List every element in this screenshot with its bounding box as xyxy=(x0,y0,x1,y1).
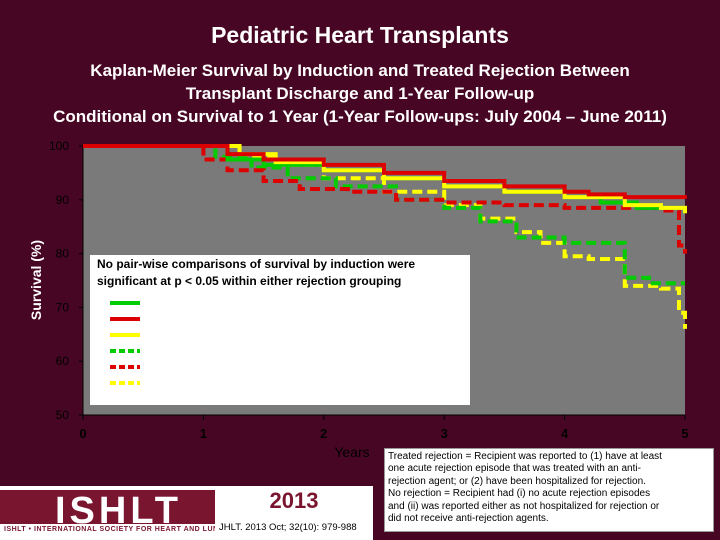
definition-note: Treated rejection = Recipient was report… xyxy=(384,448,714,532)
y-tick-label: 100 xyxy=(49,139,69,153)
citation-text: JHLT. 2013 Oct; 32(10): 979-988 xyxy=(219,522,357,533)
legend-box xyxy=(90,255,470,405)
x-tick-label: 0 xyxy=(79,426,86,441)
logo-band: ISHLT xyxy=(0,490,215,532)
note-line: did not receive anti-rejection agents. xyxy=(388,513,549,525)
x-tick-label: 1 xyxy=(200,426,207,441)
x-tick-label: 4 xyxy=(561,426,569,441)
logo-text: ISHLT xyxy=(55,490,182,532)
note-line: No rejection = Recipient had (i) no acut… xyxy=(388,488,651,500)
legend xyxy=(110,301,140,385)
x-tick-label: 3 xyxy=(441,426,448,441)
note-line: one acute rejection episode that was tre… xyxy=(388,463,641,475)
y-tick-label: 50 xyxy=(56,408,70,422)
y-tick-label: 60 xyxy=(56,354,70,368)
x-tick-label: 2 xyxy=(320,426,327,441)
x-axis-label: Years xyxy=(334,444,369,460)
ishlt-logo: ISHLT ISHLT • INTERNATIONAL SOCIETY FOR … xyxy=(0,486,302,540)
logo-tagline: ISHLT • INTERNATIONAL SOCIETY FOR HEART … xyxy=(4,526,303,533)
note-line: and (ii) was reported either as not hosp… xyxy=(388,500,660,512)
y-tick-label: 80 xyxy=(56,247,70,261)
year-label: 2013 xyxy=(269,488,319,513)
survival-curve-green_dashed xyxy=(83,144,685,286)
note-line: rejection agent; or (2) have been hospit… xyxy=(388,475,646,487)
x-tick-label: 5 xyxy=(681,426,688,441)
y-tick-label: 70 xyxy=(56,300,70,314)
axes: 50 60 70 80 90 100 0 1 2 3 4 5 xyxy=(49,139,689,441)
subtitle-line-1: Kaplan-Meier Survival by Induction and T… xyxy=(90,61,630,80)
y-axis-label: Survival (%) xyxy=(28,240,44,320)
annotation-line-2: significant at p < 0.05 within either re… xyxy=(97,274,401,288)
note-line: Treated rejection = Recipient was report… xyxy=(388,451,662,462)
page-title: Pediatric Heart Transplants xyxy=(211,22,509,48)
subtitle-line-2: Transplant Discharge and 1-Year Follow-u… xyxy=(185,84,535,103)
subtitle-line-3: Conditional on Survival to 1 Year (1-Yea… xyxy=(53,107,667,126)
citation-block: 2013 JHLT. 2013 Oct; 32(10): 979-988 xyxy=(215,486,373,540)
y-tick-label: 90 xyxy=(56,193,70,207)
survival-curve-red_solid xyxy=(83,144,687,200)
series-layer xyxy=(83,144,687,329)
annotation-line-1: No pair-wise comparisons of survival by … xyxy=(97,257,415,271)
